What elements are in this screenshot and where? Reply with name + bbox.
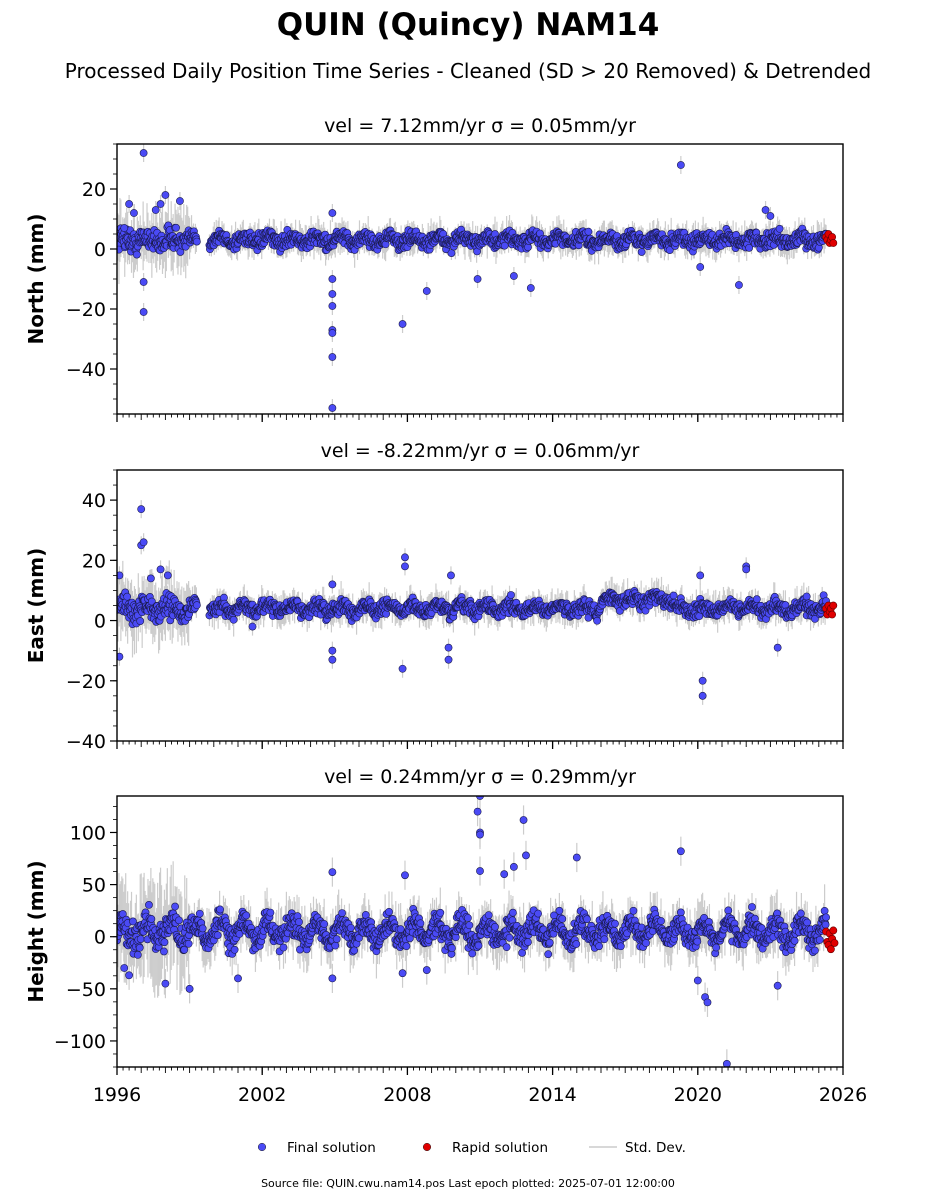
final-point (146, 574, 155, 583)
final-point (584, 227, 593, 236)
final-point (117, 571, 124, 580)
ytick-label: −40 (66, 731, 106, 753)
ytick-label: −40 (66, 359, 106, 381)
final-point (328, 302, 337, 310)
final-point (802, 592, 811, 601)
panel-height: vel = 0.24mm/yr σ = 0.29mm/yr Height (mm)… (24, 766, 867, 1106)
final-point (665, 246, 674, 254)
rapid-points-north (822, 230, 838, 247)
final-point (192, 237, 201, 246)
ytick-label: 0 (94, 611, 106, 633)
final-point (229, 615, 238, 624)
final-point (593, 616, 602, 625)
final-point (139, 278, 148, 286)
final-point (398, 664, 407, 673)
final-point (328, 655, 337, 664)
final-point (735, 281, 743, 289)
panel-title-east: vel = -8.22mm/yr σ = 0.06mm/yr (321, 440, 640, 462)
ytick-label: 40 (82, 490, 106, 512)
final-point (139, 149, 148, 157)
panel-north: vel = 7.12mm/yr σ = 0.05mm/yr North (mm) 2… (24, 115, 844, 422)
final-point (248, 622, 257, 631)
final-point (676, 161, 685, 169)
ylabel-east: East (mm) (24, 548, 48, 664)
final-point (766, 212, 775, 220)
ytick-label: 20 (82, 550, 106, 572)
final-points-north (117, 149, 830, 412)
final-point (328, 580, 337, 589)
final-point (509, 272, 518, 280)
final-point (444, 655, 453, 664)
stddev-lines-north (117, 144, 827, 414)
final-point (163, 571, 172, 580)
final-point (176, 197, 184, 205)
final-point (328, 209, 337, 217)
final-point (328, 290, 337, 298)
ytick-label: −20 (66, 299, 106, 321)
final-points-east (117, 505, 830, 700)
plot-area-height (117, 796, 839, 1067)
final-point (775, 224, 784, 233)
ytick-label: 0 (94, 239, 106, 261)
rapid-point (828, 610, 837, 619)
final-point (139, 308, 148, 316)
final-point (328, 404, 337, 412)
final-point (773, 643, 782, 652)
rapid-point (829, 601, 838, 610)
final-point (172, 223, 180, 232)
final-point (136, 617, 145, 625)
final-point (120, 224, 129, 232)
final-point (696, 571, 705, 580)
final-point (447, 571, 455, 580)
final-point (192, 601, 201, 610)
plot-area-north (117, 144, 838, 414)
final-point (132, 250, 141, 259)
final-point (752, 595, 761, 604)
final-point (401, 553, 409, 562)
final-point (125, 200, 134, 208)
final-point (156, 200, 165, 208)
final-point (742, 565, 751, 574)
final-point (151, 206, 160, 214)
final-point (637, 248, 646, 256)
ylabel-north: North (mm) (24, 213, 48, 344)
final-point (398, 320, 407, 328)
final-point (123, 592, 132, 601)
panel-title-height: vel = 0.24mm/yr σ = 0.29mm/yr (324, 766, 636, 788)
final-point (139, 538, 148, 547)
ytick-label: 20 (82, 179, 106, 201)
panel-title-north: vel = 7.12mm/yr σ = 0.05mm/yr (324, 115, 636, 137)
final-point (137, 505, 146, 514)
final-point (745, 243, 754, 252)
final-point (130, 209, 138, 217)
panel-east: vel = -8.22mm/yr σ = 0.06mm/yr East (mm) 4… (24, 440, 844, 753)
final-point (696, 263, 705, 271)
final-point (669, 591, 678, 600)
final-point (473, 275, 482, 283)
final-point (156, 565, 165, 574)
final-point (761, 206, 770, 214)
final-point (401, 562, 409, 571)
final-point (526, 284, 535, 292)
final-point (328, 646, 337, 655)
rapid-point (829, 239, 838, 247)
ytick-label: −20 (66, 671, 106, 693)
final-point (328, 353, 337, 361)
final-point (328, 275, 337, 283)
plot-area-east (117, 500, 838, 705)
final-point (117, 652, 124, 661)
final-point (161, 191, 170, 199)
figure-subtitle: Processed Daily Position Time Series - C… (65, 59, 871, 83)
final-point (698, 691, 707, 700)
final-point (422, 287, 431, 295)
final-point (507, 591, 515, 599)
final-point (444, 643, 453, 652)
rapid-points-east (822, 601, 838, 619)
final-point (698, 676, 707, 685)
figure-title: QUIN (Quincy) NAM14 (277, 7, 660, 43)
ylabel-height: Height (mm) (24, 860, 48, 1002)
final-point (447, 249, 456, 257)
final-point (328, 329, 337, 337)
